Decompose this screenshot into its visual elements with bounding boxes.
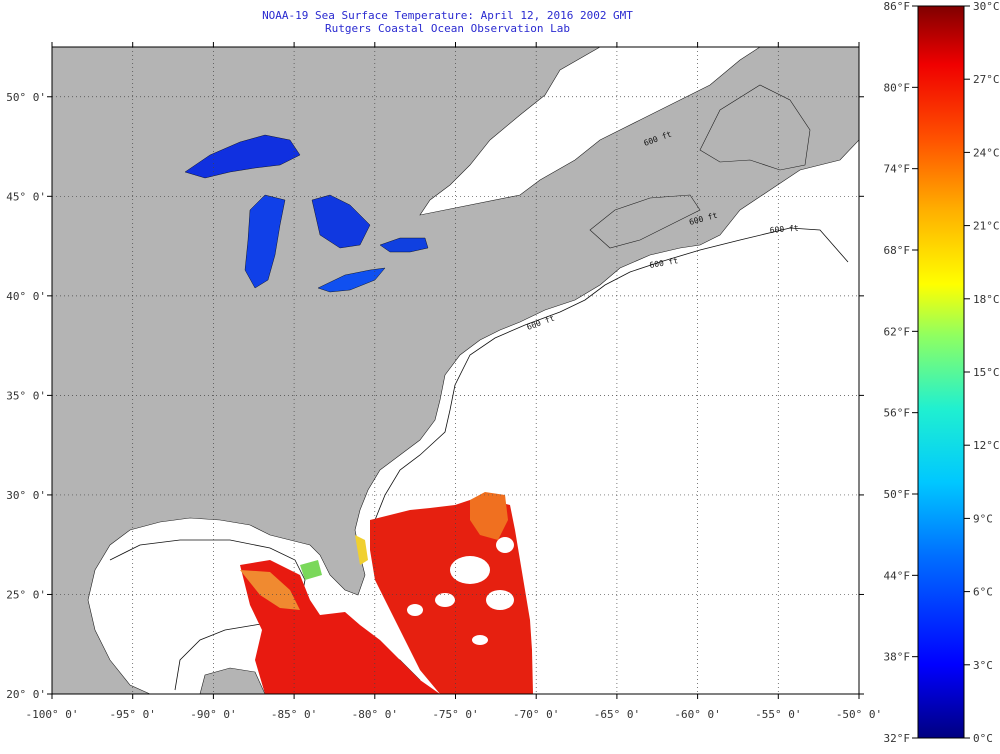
gulf-sst-orange-tongue: [240, 570, 300, 610]
colorbar-f-label: 50°F: [884, 488, 911, 501]
isobath-label: 600 ft: [769, 223, 799, 235]
lake-erie-sst: [317, 267, 386, 293]
colorbar-c-label: 9°C: [973, 512, 993, 525]
colorbar-f-label: 62°F: [884, 325, 911, 338]
colorbar-f-label: 68°F: [884, 244, 911, 257]
lon-tick-label: -95° 0': [110, 708, 156, 721]
lat-tick-label: 25° 0': [6, 588, 46, 601]
colorbar: [917, 5, 965, 739]
colorbar-f-label: 44°F: [884, 569, 911, 582]
lake-ontario-sst: [379, 237, 429, 253]
gulf-green-patch: [300, 560, 322, 580]
lon-tick-label: -75° 0': [432, 708, 478, 721]
lon-tick-label: -85° 0': [271, 708, 317, 721]
newfoundland-land: [699, 84, 811, 171]
colorbar-f-label: 56°F: [884, 407, 911, 420]
lake-superior-sst: [184, 134, 301, 179]
colorbar-f-label: 86°F: [884, 0, 911, 13]
lon-tick-label: -80° 0': [352, 708, 398, 721]
colorbar-c-label: 27°C: [973, 73, 1000, 86]
latitude-axis: 50° 0' 45° 0' 40° 0' 35° 0' 30° 0' 25° 0' 20° …: [6, 91, 864, 701]
lon-tick-label: -60° 0': [674, 708, 720, 721]
map-subtitle: Rutgers Coastal Ocean Observation Lab: [324, 22, 571, 35]
lat-tick-label: 30° 0': [6, 489, 46, 502]
colorbar-c-label: 6°C: [973, 586, 993, 599]
graticule-grid: [52, 47, 859, 694]
colorbar-c-label: 3°C: [973, 659, 993, 672]
lon-tick-label: -65° 0': [594, 708, 640, 721]
cloud-gaps: [407, 537, 514, 645]
lat-tick-label: 35° 0': [6, 389, 46, 402]
florida-coast-yellow-patch: [355, 535, 368, 565]
lon-tick-label: -50° 0': [836, 708, 882, 721]
lon-tick-label: -100° 0': [26, 708, 79, 721]
atlantic-shelf-contour: [374, 227, 849, 521]
colorbar-f-label: 32°F: [884, 732, 911, 745]
atlantic-sst-orange-patch: [470, 492, 508, 540]
colorbar-c-label: 30°C: [973, 0, 1000, 13]
colorbar-f-label: 38°F: [884, 651, 911, 664]
lat-tick-label: 45° 0': [6, 190, 46, 203]
colorbar-c-label: 12°C: [973, 439, 1000, 452]
colorbar-c-label: 15°C: [973, 366, 1000, 379]
colorbar-f-label: 80°F: [884, 81, 911, 94]
lat-tick-label: 20° 0': [6, 688, 46, 701]
colorbar-c-label: 24°C: [973, 146, 1000, 159]
lat-tick-label: 50° 0': [6, 91, 46, 104]
nova-scotia-land: [589, 194, 701, 249]
lake-huron-sst: [311, 194, 371, 249]
colorbar-c-label: 18°C: [973, 293, 1000, 306]
colorbar-c-label: 0°C: [973, 732, 993, 745]
lon-tick-label: -90° 0': [190, 708, 236, 721]
colorbar-c-label: 21°C: [973, 220, 1000, 233]
lon-tick-label: -70° 0': [513, 708, 559, 721]
yucatan-land: [199, 667, 266, 694]
colorbar-fahrenheit-ticks: 86°F 80°F 74°F 68°F 62°F 56°F 50°F 44°F 38°F 32°F: [884, 0, 918, 745]
longitude-axis: -100° 0' -95° 0' -90° 0' -85° 0' -80° 0' -75°…: [26, 42, 882, 721]
lake-michigan-sst: [244, 194, 286, 289]
colorbar-f-label: 74°F: [884, 163, 911, 176]
colorbar-celsius-ticks: 30°C 27°C 24°C 21°C 18°C 15°C 12°C 9°C 6°C 3°C 0°C: [964, 0, 1000, 745]
lat-tick-label: 40° 0': [6, 290, 46, 303]
lon-tick-label: -55° 0': [755, 708, 801, 721]
map-title: NOAA-19 Sea Surface Temperature: April 1…: [262, 9, 633, 22]
